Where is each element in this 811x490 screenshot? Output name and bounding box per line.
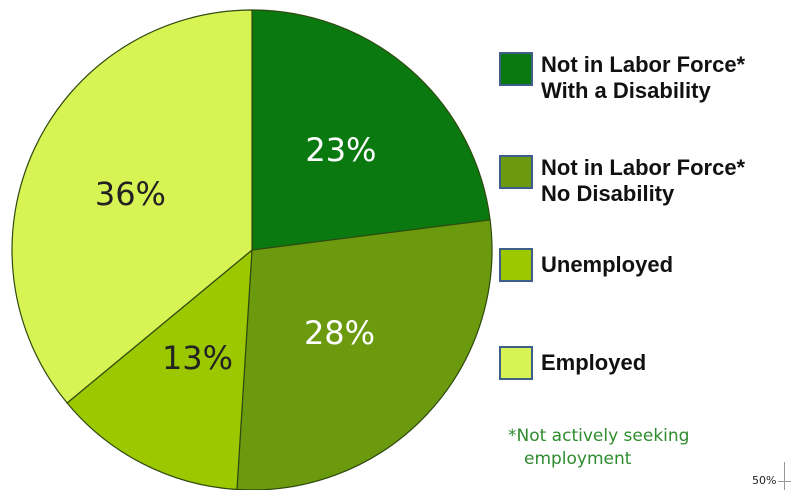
slice-value-label: 28%: [304, 314, 375, 352]
footnote-line-1: *Not actively seeking: [508, 426, 690, 446]
legend-swatch: [499, 52, 533, 86]
slice-not-in-labor-force-no-disability: [236, 219, 493, 490]
slice-value-label: 13%: [162, 339, 233, 377]
zoom-slider-handle[interactable]: [778, 481, 791, 482]
legend-label: Employed: [541, 350, 647, 375]
legend-label: Unemployed: [541, 252, 674, 277]
zoom-level: 50%: [752, 474, 777, 487]
legend-item-not-in-labor-force-with-disability: Not in Labor Force* With a Disability: [499, 52, 745, 104]
pie-slice-labels: 23% 28% 13% 36%: [95, 131, 377, 377]
legend-label: Not in Labor Force* With a Disability: [541, 52, 746, 103]
slice-unemployed: [66, 248, 253, 490]
zoom-slider-track[interactable]: [784, 462, 785, 490]
pie-slices: [11, 9, 493, 490]
legend-item-not-in-labor-force-no-disability: Not in Labor Force* No Disability: [499, 155, 745, 207]
legend-swatch: [499, 155, 533, 189]
legend-swatch: [499, 346, 533, 380]
legend-swatch: [499, 248, 533, 282]
slice-employed: [11, 9, 253, 404]
slice-not-in-labor-force-with-disability: [251, 9, 491, 251]
slice-value-label: 23%: [305, 131, 376, 169]
legend-item-unemployed: Unemployed: [499, 248, 673, 282]
footnote-line-2: employment: [524, 449, 632, 469]
legend-item-employed: Employed: [499, 346, 646, 380]
legend-label: Not in Labor Force* No Disability: [541, 155, 746, 206]
slice-value-label: 36%: [95, 175, 166, 213]
footnote: *Not actively seeking employment: [508, 425, 738, 471]
